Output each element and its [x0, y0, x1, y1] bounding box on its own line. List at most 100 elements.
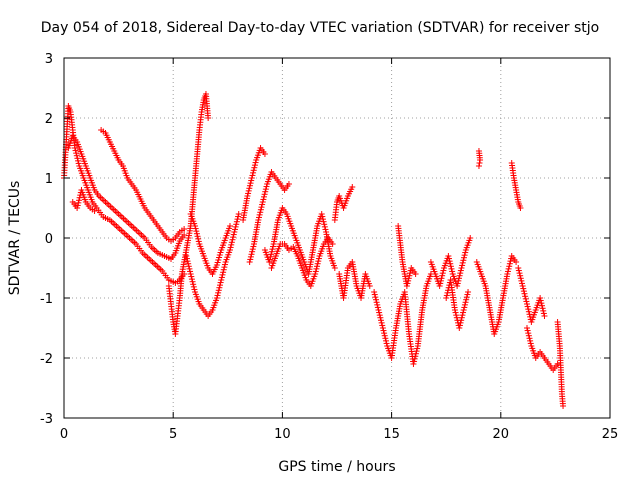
data-point	[560, 403, 567, 409]
data-point	[457, 319, 464, 326]
data-point	[379, 325, 386, 331]
data-point	[462, 299, 469, 306]
data-point	[231, 226, 238, 233]
data-point	[259, 199, 266, 205]
data-point	[459, 312, 466, 319]
y-tick-label: -2	[40, 352, 53, 367]
x-axis-label: GPS time / hours	[278, 459, 395, 475]
data-point	[445, 253, 452, 259]
y-tick-label: 0	[45, 232, 53, 247]
data-point	[195, 235, 202, 242]
data-point	[446, 255, 453, 262]
data-point	[459, 259, 466, 266]
data-point	[246, 185, 253, 192]
data-point	[220, 266, 227, 273]
data-point	[187, 271, 194, 277]
data-point	[217, 279, 224, 286]
data-point	[195, 238, 202, 245]
data-point	[373, 299, 380, 306]
data-point	[447, 260, 454, 267]
data-point	[218, 274, 225, 281]
data-point	[231, 229, 238, 235]
data-point	[183, 255, 190, 262]
data-point	[248, 177, 255, 184]
data-point	[181, 232, 188, 238]
data-point	[315, 255, 322, 262]
data-point	[76, 194, 83, 201]
data-point	[449, 268, 456, 275]
data-point	[250, 169, 257, 176]
data-point	[379, 322, 386, 329]
data-point	[226, 247, 233, 253]
data-point	[382, 337, 389, 344]
data-point	[373, 296, 379, 303]
data-point	[527, 337, 534, 344]
data-point	[477, 157, 484, 163]
data-point	[262, 188, 269, 195]
data-point	[188, 276, 195, 283]
data-point	[217, 282, 223, 289]
data-point	[461, 301, 468, 308]
data-point	[319, 213, 326, 220]
data-point	[255, 217, 262, 223]
y-tick-label: 1	[45, 172, 53, 187]
data-point	[205, 115, 212, 121]
data-point	[454, 283, 461, 289]
data-point	[411, 358, 418, 365]
data-point	[436, 283, 443, 289]
data-point	[189, 278, 196, 285]
data-point	[221, 264, 228, 271]
data-point	[439, 272, 446, 279]
data-point	[74, 202, 81, 209]
data-point	[75, 157, 82, 164]
data-point	[540, 307, 547, 314]
data-point	[228, 239, 235, 246]
data-point	[194, 233, 201, 240]
data-point	[439, 270, 446, 277]
data-point	[73, 150, 80, 157]
data-point	[460, 309, 467, 316]
data-point	[371, 291, 378, 298]
data-point	[230, 234, 237, 241]
data-point	[245, 190, 252, 197]
data-point	[183, 253, 190, 259]
data-point	[218, 277, 225, 283]
data-point	[190, 283, 197, 290]
data-point	[506, 260, 513, 267]
data-point	[440, 267, 447, 274]
data-point	[371, 289, 378, 295]
data-point	[515, 265, 522, 271]
data-point	[515, 267, 522, 274]
y-tick-label: -1	[40, 292, 53, 307]
data-point	[267, 253, 274, 260]
data-point	[262, 186, 269, 193]
data-point	[74, 155, 81, 162]
data-point	[459, 262, 466, 269]
data-point	[507, 258, 514, 265]
data-point	[226, 223, 233, 229]
data-point	[380, 327, 387, 334]
data-point	[215, 289, 222, 296]
data-point	[247, 253, 254, 260]
x-tick-label: 10	[274, 427, 291, 442]
data-point	[73, 152, 80, 159]
data-point	[517, 272, 524, 279]
data-point	[312, 271, 319, 277]
data-point	[381, 330, 388, 337]
data-point	[184, 258, 191, 265]
data-point	[413, 348, 420, 355]
data-point	[463, 294, 470, 301]
data-point	[525, 306, 532, 313]
data-point	[437, 277, 444, 284]
data-point	[245, 187, 252, 194]
data-point	[259, 201, 266, 208]
data-point	[438, 275, 445, 282]
data-point	[467, 235, 474, 241]
data-point	[313, 265, 320, 272]
y-tick-label: 3	[45, 52, 53, 67]
data-point	[526, 335, 533, 342]
data-point	[412, 353, 419, 360]
data-point	[465, 289, 472, 295]
data-point	[541, 313, 548, 319]
